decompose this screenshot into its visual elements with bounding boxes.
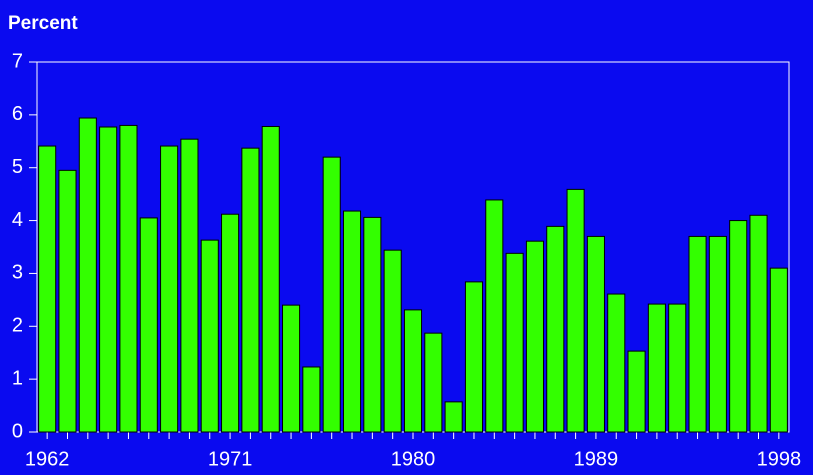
bar [464,281,484,433]
bar [607,293,626,433]
x-tick-label: 1980 [391,448,436,470]
bar [647,303,666,433]
bar [424,332,443,433]
bar [403,309,423,433]
y-tick-label: 0 [12,420,23,442]
x-tick-label: 1989 [574,448,619,470]
bar [383,249,402,433]
bar [708,235,727,433]
bar [302,366,321,433]
bar [586,235,605,433]
bar [322,156,341,433]
bar [99,126,118,433]
bar [261,125,280,433]
y-tick-label: 1 [12,367,23,389]
chart-title: Percent [8,13,78,34]
bar [58,169,77,433]
bar [342,210,362,433]
x-tick-label: 1962 [25,448,70,470]
bar [139,217,158,433]
y-tick-label: 6 [12,103,23,125]
bar [505,252,524,433]
bar [525,240,544,433]
y-tick-label: 4 [12,209,23,231]
bar [38,145,57,433]
bar [282,304,301,433]
bar [769,267,788,433]
bar [546,225,565,433]
y-tick-label: 5 [12,156,23,178]
bar [200,239,219,433]
bar [749,214,768,433]
x-tick-label: 1998 [757,448,802,470]
bar [668,303,687,433]
bar [119,124,138,433]
y-tick-label: 3 [12,262,23,284]
bar [688,235,707,433]
bar [485,199,504,433]
bar [363,216,382,433]
y-tick-label: 7 [12,50,23,72]
bar [729,220,748,433]
y-tick-label: 2 [12,315,23,337]
bar [627,350,646,433]
bar [444,401,463,433]
bar [566,188,585,433]
bar [78,117,97,433]
bar [221,213,240,433]
bar [160,145,179,433]
bar [241,147,260,433]
bar [180,138,199,433]
x-tick-label: 1971 [208,448,253,470]
